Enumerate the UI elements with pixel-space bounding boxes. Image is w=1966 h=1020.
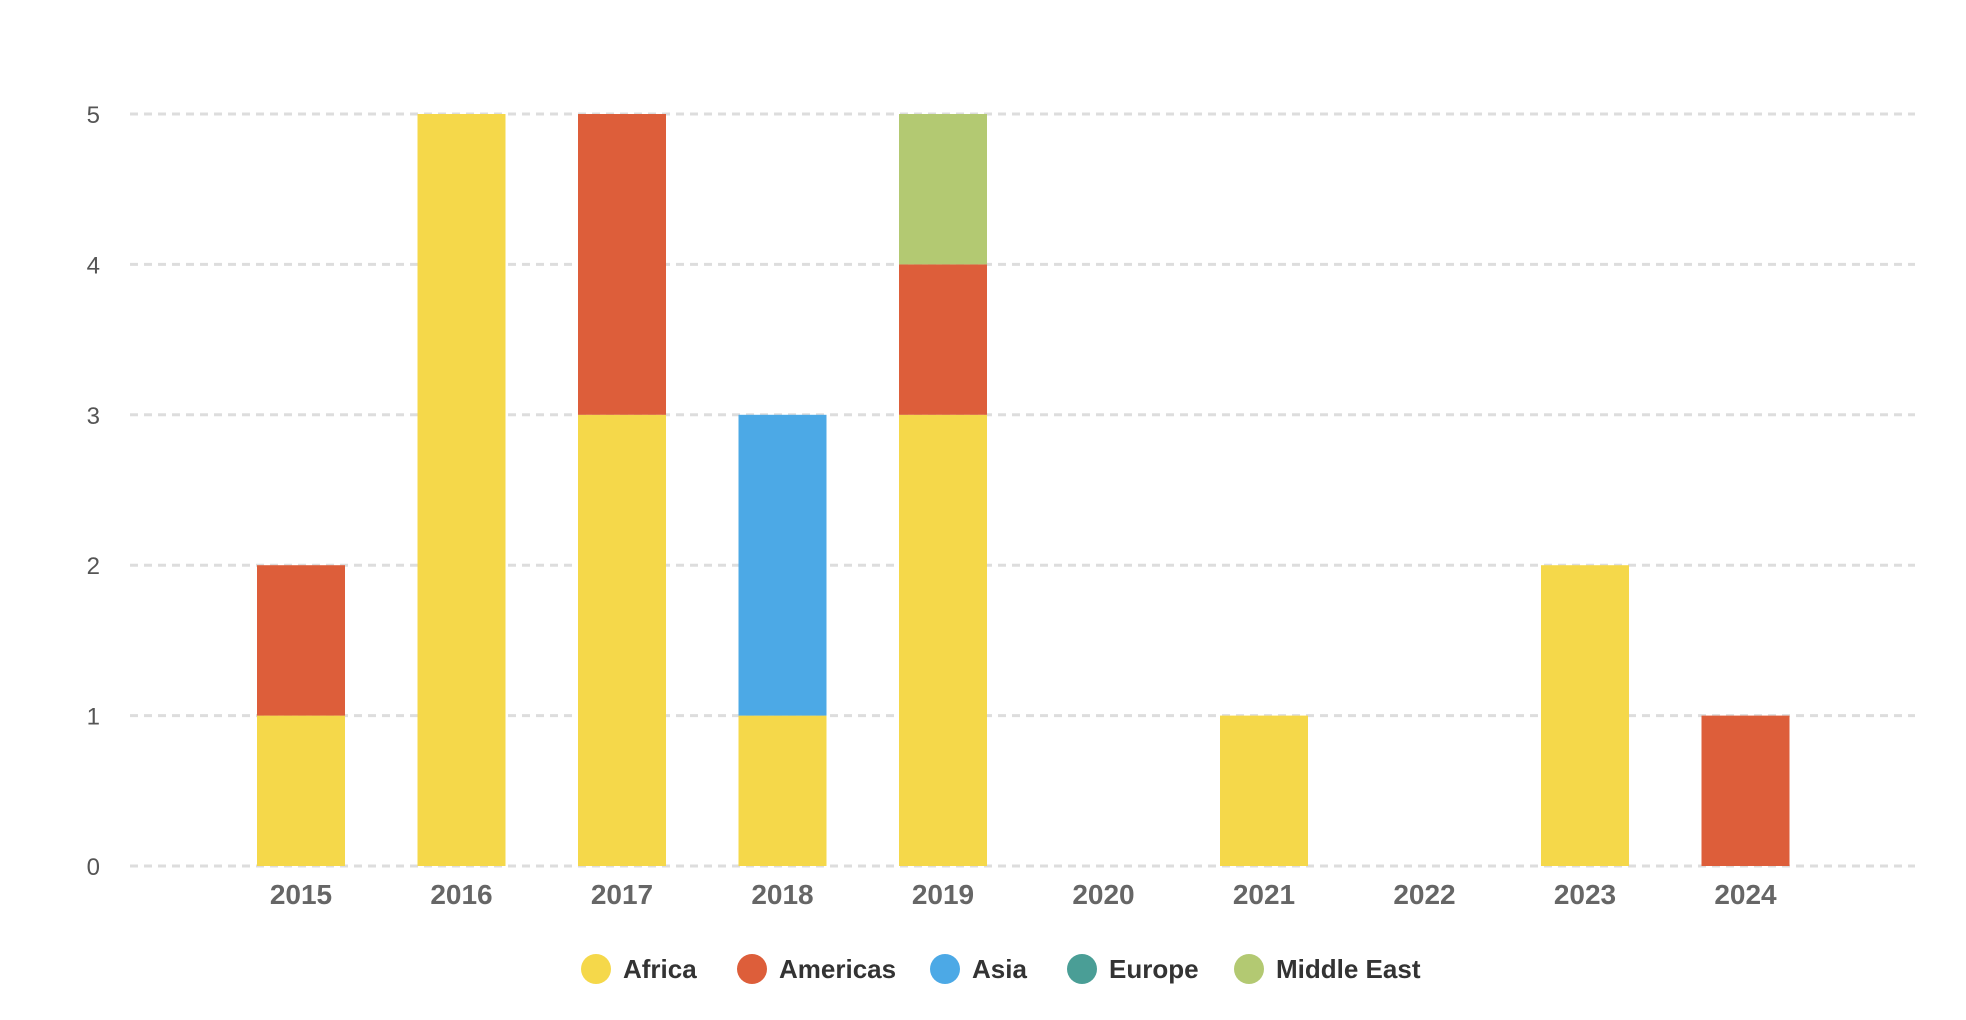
y-tick-label: 5 xyxy=(87,102,100,129)
x-tick-label: 2015 xyxy=(270,879,332,910)
bar-segment-africa-2016[interactable] xyxy=(417,114,506,866)
legend-swatch xyxy=(737,954,767,984)
legend-swatch xyxy=(581,954,611,984)
bar-segment-americas-2015[interactable] xyxy=(257,565,345,716)
bar-segment-middle-east-2019[interactable] xyxy=(899,114,987,265)
x-tick-label: 2024 xyxy=(1714,879,1777,910)
bar-segment-americas-2017[interactable] xyxy=(578,114,666,415)
legend-label: Middle East xyxy=(1276,954,1421,984)
legend-label: Americas xyxy=(779,954,896,984)
bars xyxy=(257,114,1790,866)
bar-segment-africa-2017[interactable] xyxy=(578,414,666,866)
x-tick-label: 2016 xyxy=(430,879,492,910)
bar-segment-americas-2019[interactable] xyxy=(899,264,987,415)
legend-label: Europe xyxy=(1109,954,1199,984)
x-tick-label: 2017 xyxy=(591,879,653,910)
bar-segment-africa-2019[interactable] xyxy=(899,414,987,866)
bar-segment-americas-2024[interactable] xyxy=(1701,715,1790,866)
bar-segment-africa-2023[interactable] xyxy=(1541,565,1629,866)
bar-segment-africa-2021[interactable] xyxy=(1220,715,1308,866)
legend-item-africa[interactable]: Africa xyxy=(581,954,697,984)
y-tick-label: 0 xyxy=(87,854,100,881)
legend-item-middle-east[interactable]: Middle East xyxy=(1234,954,1421,984)
y-axis: 0 1 2 3 4 5 xyxy=(87,102,100,881)
y-tick-label: 2 xyxy=(87,553,100,580)
x-tick-label: 2020 xyxy=(1072,879,1134,910)
bar-segment-asia-2018[interactable] xyxy=(738,414,827,716)
bar-segment-africa-2015[interactable] xyxy=(257,715,345,866)
legend-item-europe[interactable]: Europe xyxy=(1067,954,1199,984)
y-tick-label: 3 xyxy=(87,403,100,430)
gridlines xyxy=(130,112,1915,868)
y-tick-label: 1 xyxy=(87,704,100,731)
legend-label: Africa xyxy=(623,954,697,984)
x-axis: 2015 2016 2017 2018 2019 2020 2021 2022 2023 2024 xyxy=(270,879,1777,910)
legend-swatch xyxy=(930,954,960,984)
x-tick-label: 2023 xyxy=(1554,879,1616,910)
legend-item-americas[interactable]: Americas xyxy=(737,954,896,984)
legend-item-asia[interactable]: Asia xyxy=(930,954,1027,984)
x-tick-label: 2018 xyxy=(751,879,813,910)
bar-segment-africa-2018[interactable] xyxy=(738,715,827,866)
legend[interactable]: Africa Americas Asia Europe Middle East xyxy=(581,954,1421,984)
x-tick-label: 2019 xyxy=(912,879,974,910)
legend-swatch xyxy=(1234,954,1264,984)
legend-swatch xyxy=(1067,954,1097,984)
x-tick-label: 2021 xyxy=(1233,879,1295,910)
y-tick-label: 4 xyxy=(87,252,100,279)
x-tick-label: 2022 xyxy=(1393,879,1455,910)
legend-label: Asia xyxy=(972,954,1027,984)
